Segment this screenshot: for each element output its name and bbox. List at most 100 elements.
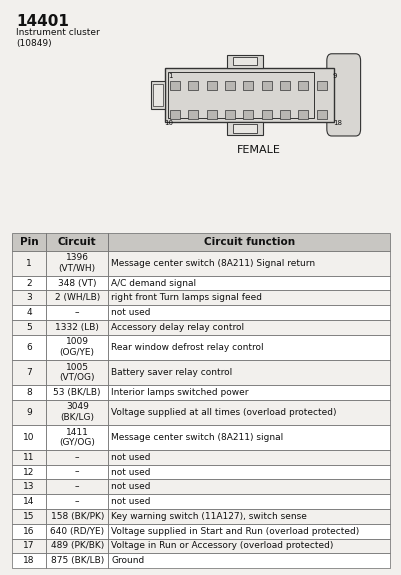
FancyBboxPatch shape xyxy=(348,58,359,75)
Bar xyxy=(12,539,46,553)
Bar xyxy=(243,81,253,90)
Bar xyxy=(108,290,389,305)
Text: 9: 9 xyxy=(332,74,336,79)
Text: Ground: Ground xyxy=(111,556,144,565)
Bar xyxy=(108,425,389,450)
Text: not used: not used xyxy=(111,467,150,477)
Bar xyxy=(233,58,257,66)
Text: 12: 12 xyxy=(23,467,34,477)
Text: FEMALE: FEMALE xyxy=(237,145,281,155)
Text: –: – xyxy=(75,482,79,492)
Text: 1411
(GY/OG): 1411 (GY/OG) xyxy=(59,428,95,447)
Text: 640 (RD/YE): 640 (RD/YE) xyxy=(50,527,104,536)
Text: Circuit function: Circuit function xyxy=(203,237,294,247)
Bar xyxy=(152,84,162,106)
Bar xyxy=(108,465,389,480)
Bar xyxy=(108,385,389,400)
Text: Message center switch (8A211) Signal return: Message center switch (8A211) Signal ret… xyxy=(111,259,314,267)
Bar xyxy=(12,465,46,480)
Text: –: – xyxy=(75,308,79,317)
Text: 13: 13 xyxy=(23,482,35,492)
Bar xyxy=(108,275,389,290)
Bar xyxy=(164,67,333,122)
Bar xyxy=(46,465,108,480)
Bar xyxy=(12,275,46,290)
Text: Voltage supplied at all times (overload protected): Voltage supplied at all times (overload … xyxy=(111,408,336,417)
Bar xyxy=(12,494,46,509)
Text: 53 (BK/LB): 53 (BK/LB) xyxy=(53,388,101,397)
Text: 16: 16 xyxy=(23,527,35,536)
Text: not used: not used xyxy=(111,497,150,506)
Bar xyxy=(12,320,46,335)
Text: 1: 1 xyxy=(26,259,32,267)
Text: 489 (PK/BK): 489 (PK/BK) xyxy=(51,542,103,550)
Bar xyxy=(108,320,389,335)
Bar xyxy=(46,450,108,465)
Text: 5: 5 xyxy=(26,323,32,332)
Text: Key warning switch (11A127), switch sense: Key warning switch (11A127), switch sens… xyxy=(111,512,306,521)
Bar xyxy=(298,109,308,119)
Bar xyxy=(206,81,216,90)
Text: Pin: Pin xyxy=(20,237,38,247)
Text: 1005
(VT/OG): 1005 (VT/OG) xyxy=(59,363,95,382)
Text: 2 (WH/LB): 2 (WH/LB) xyxy=(55,293,99,302)
Bar xyxy=(108,400,389,425)
Bar xyxy=(12,360,46,385)
Text: 1: 1 xyxy=(168,74,172,79)
Bar xyxy=(298,81,308,90)
Text: right front Turn lamps signal feed: right front Turn lamps signal feed xyxy=(111,293,261,302)
Bar xyxy=(170,81,180,90)
Bar xyxy=(170,109,180,119)
Text: 348 (VT): 348 (VT) xyxy=(58,278,96,288)
Text: 8: 8 xyxy=(26,388,32,397)
Text: 11: 11 xyxy=(23,453,35,462)
Text: 1396
(VT/WH): 1396 (VT/WH) xyxy=(59,253,95,273)
Bar xyxy=(316,109,326,119)
Text: not used: not used xyxy=(111,453,150,462)
Bar xyxy=(108,450,389,465)
Bar xyxy=(108,480,389,494)
Bar xyxy=(12,233,46,251)
Bar xyxy=(108,494,389,509)
Text: 1332 (LB): 1332 (LB) xyxy=(55,323,99,332)
Bar xyxy=(150,81,164,109)
Bar xyxy=(46,400,108,425)
Bar xyxy=(46,275,108,290)
Bar xyxy=(108,360,389,385)
Bar xyxy=(108,553,389,568)
Bar xyxy=(108,335,389,360)
Text: Voltage supplied in Start and Run (overload protected): Voltage supplied in Start and Run (overl… xyxy=(111,527,358,536)
Text: 15: 15 xyxy=(23,512,35,521)
FancyBboxPatch shape xyxy=(326,54,360,136)
Bar xyxy=(108,509,389,524)
Bar xyxy=(316,81,326,90)
Bar xyxy=(46,335,108,360)
Bar xyxy=(12,524,46,539)
Text: not used: not used xyxy=(111,482,150,492)
Text: Voltage in Run or Accessory (overload protected): Voltage in Run or Accessory (overload pr… xyxy=(111,542,333,550)
Text: 875 (BK/LB): 875 (BK/LB) xyxy=(51,556,103,565)
Text: Battery saver relay control: Battery saver relay control xyxy=(111,368,232,377)
Text: 7: 7 xyxy=(26,368,32,377)
Text: –: – xyxy=(75,497,79,506)
Bar xyxy=(46,425,108,450)
Bar xyxy=(12,335,46,360)
Text: 3: 3 xyxy=(26,293,32,302)
Bar xyxy=(12,305,46,320)
Text: 158 (BK/PK): 158 (BK/PK) xyxy=(51,512,104,521)
Bar xyxy=(108,251,389,275)
Text: Message center switch (8A211) signal: Message center switch (8A211) signal xyxy=(111,433,283,442)
Bar xyxy=(46,553,108,568)
Text: 9: 9 xyxy=(26,408,32,417)
Bar xyxy=(12,553,46,568)
Bar xyxy=(279,109,289,119)
Bar xyxy=(168,72,314,118)
Bar xyxy=(279,81,289,90)
Bar xyxy=(243,109,253,119)
Bar xyxy=(224,109,234,119)
Bar xyxy=(12,425,46,450)
Bar xyxy=(46,539,108,553)
Text: 10: 10 xyxy=(23,433,35,442)
Bar xyxy=(12,509,46,524)
Bar xyxy=(12,400,46,425)
